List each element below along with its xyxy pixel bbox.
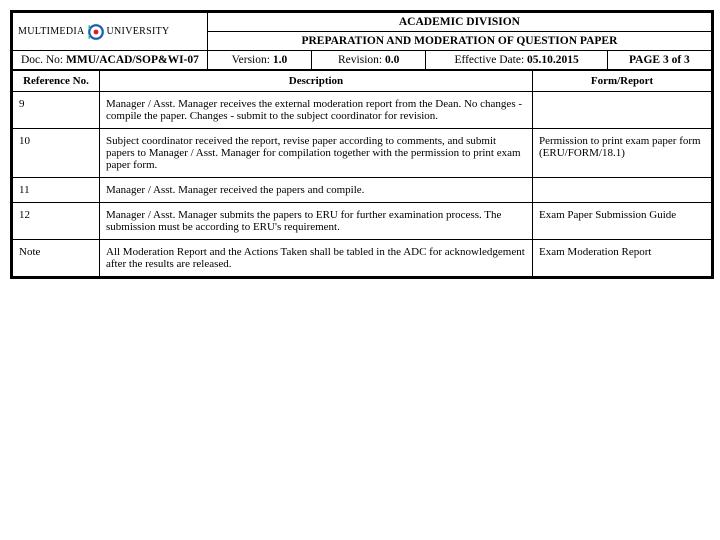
desc-cell: All Moderation Report and the Actions Ta… (100, 240, 533, 277)
docno-cell: Doc. No: MMU/ACAD/SOP&WI-07 (13, 51, 208, 70)
header-table: MULTIMEDIA UNIVERSITY ACADEMIC DIVISION … (12, 12, 712, 70)
version-label: Version: (232, 54, 273, 66)
logo-cell: MULTIMEDIA UNIVERSITY (13, 13, 208, 51)
table-row: 9 Manager / Asst. Manager receives the e… (13, 92, 712, 129)
revision-label: Revision: (338, 54, 385, 66)
version-value: 1.0 (273, 54, 287, 66)
form-cell: Permission to print exam paper form (ERU… (533, 129, 712, 178)
docno-label: Doc. No: (21, 54, 66, 66)
docno-value: MMU/ACAD/SOP&WI-07 (66, 54, 199, 66)
col-form: Form/Report (533, 71, 712, 92)
effective-label: Effective Date: (454, 54, 527, 66)
body-table: Reference No. Description Form/Report 9 … (12, 70, 712, 277)
table-row: Note All Moderation Report and the Actio… (13, 240, 712, 277)
logo-text-left: MULTIMEDIA (18, 26, 85, 37)
col-desc: Description (100, 71, 533, 92)
form-cell: Exam Moderation Report (533, 240, 712, 277)
col-ref: Reference No. (13, 71, 100, 92)
ref-cell: 11 (13, 178, 100, 203)
effective-value: 05.10.2015 (527, 54, 579, 66)
table-row: 10 Subject coordinator received the repo… (13, 129, 712, 178)
form-cell: Exam Paper Submission Guide (533, 203, 712, 240)
division-cell: ACADEMIC DIVISION (207, 13, 711, 32)
logo-icon (87, 23, 105, 41)
document-frame: MULTIMEDIA UNIVERSITY ACADEMIC DIVISION … (10, 10, 714, 279)
table-row: 12 Manager / Asst. Manager submits the p… (13, 203, 712, 240)
ref-cell: Note (13, 240, 100, 277)
title-cell: PREPARATION AND MODERATION OF QUESTION P… (207, 32, 711, 51)
page-cell: PAGE 3 of 3 (607, 51, 711, 70)
table-header-row: Reference No. Description Form/Report (13, 71, 712, 92)
form-cell (533, 178, 712, 203)
desc-cell: Manager / Asst. Manager received the pap… (100, 178, 533, 203)
version-cell: Version: 1.0 (207, 51, 311, 70)
ref-cell: 12 (13, 203, 100, 240)
revision-value: 0.0 (385, 54, 399, 66)
desc-cell: Manager / Asst. Manager submits the pape… (100, 203, 533, 240)
desc-cell: Subject coordinator received the report,… (100, 129, 533, 178)
form-cell (533, 92, 712, 129)
ref-cell: 10 (13, 129, 100, 178)
ref-cell: 9 (13, 92, 100, 129)
logo-text-right: UNIVERSITY (107, 26, 170, 37)
university-logo: MULTIMEDIA UNIVERSITY (18, 23, 202, 41)
effective-cell: Effective Date: 05.10.2015 (426, 51, 607, 70)
table-row: 11 Manager / Asst. Manager received the … (13, 178, 712, 203)
revision-cell: Revision: 0.0 (311, 51, 425, 70)
desc-cell: Manager / Asst. Manager receives the ext… (100, 92, 533, 129)
